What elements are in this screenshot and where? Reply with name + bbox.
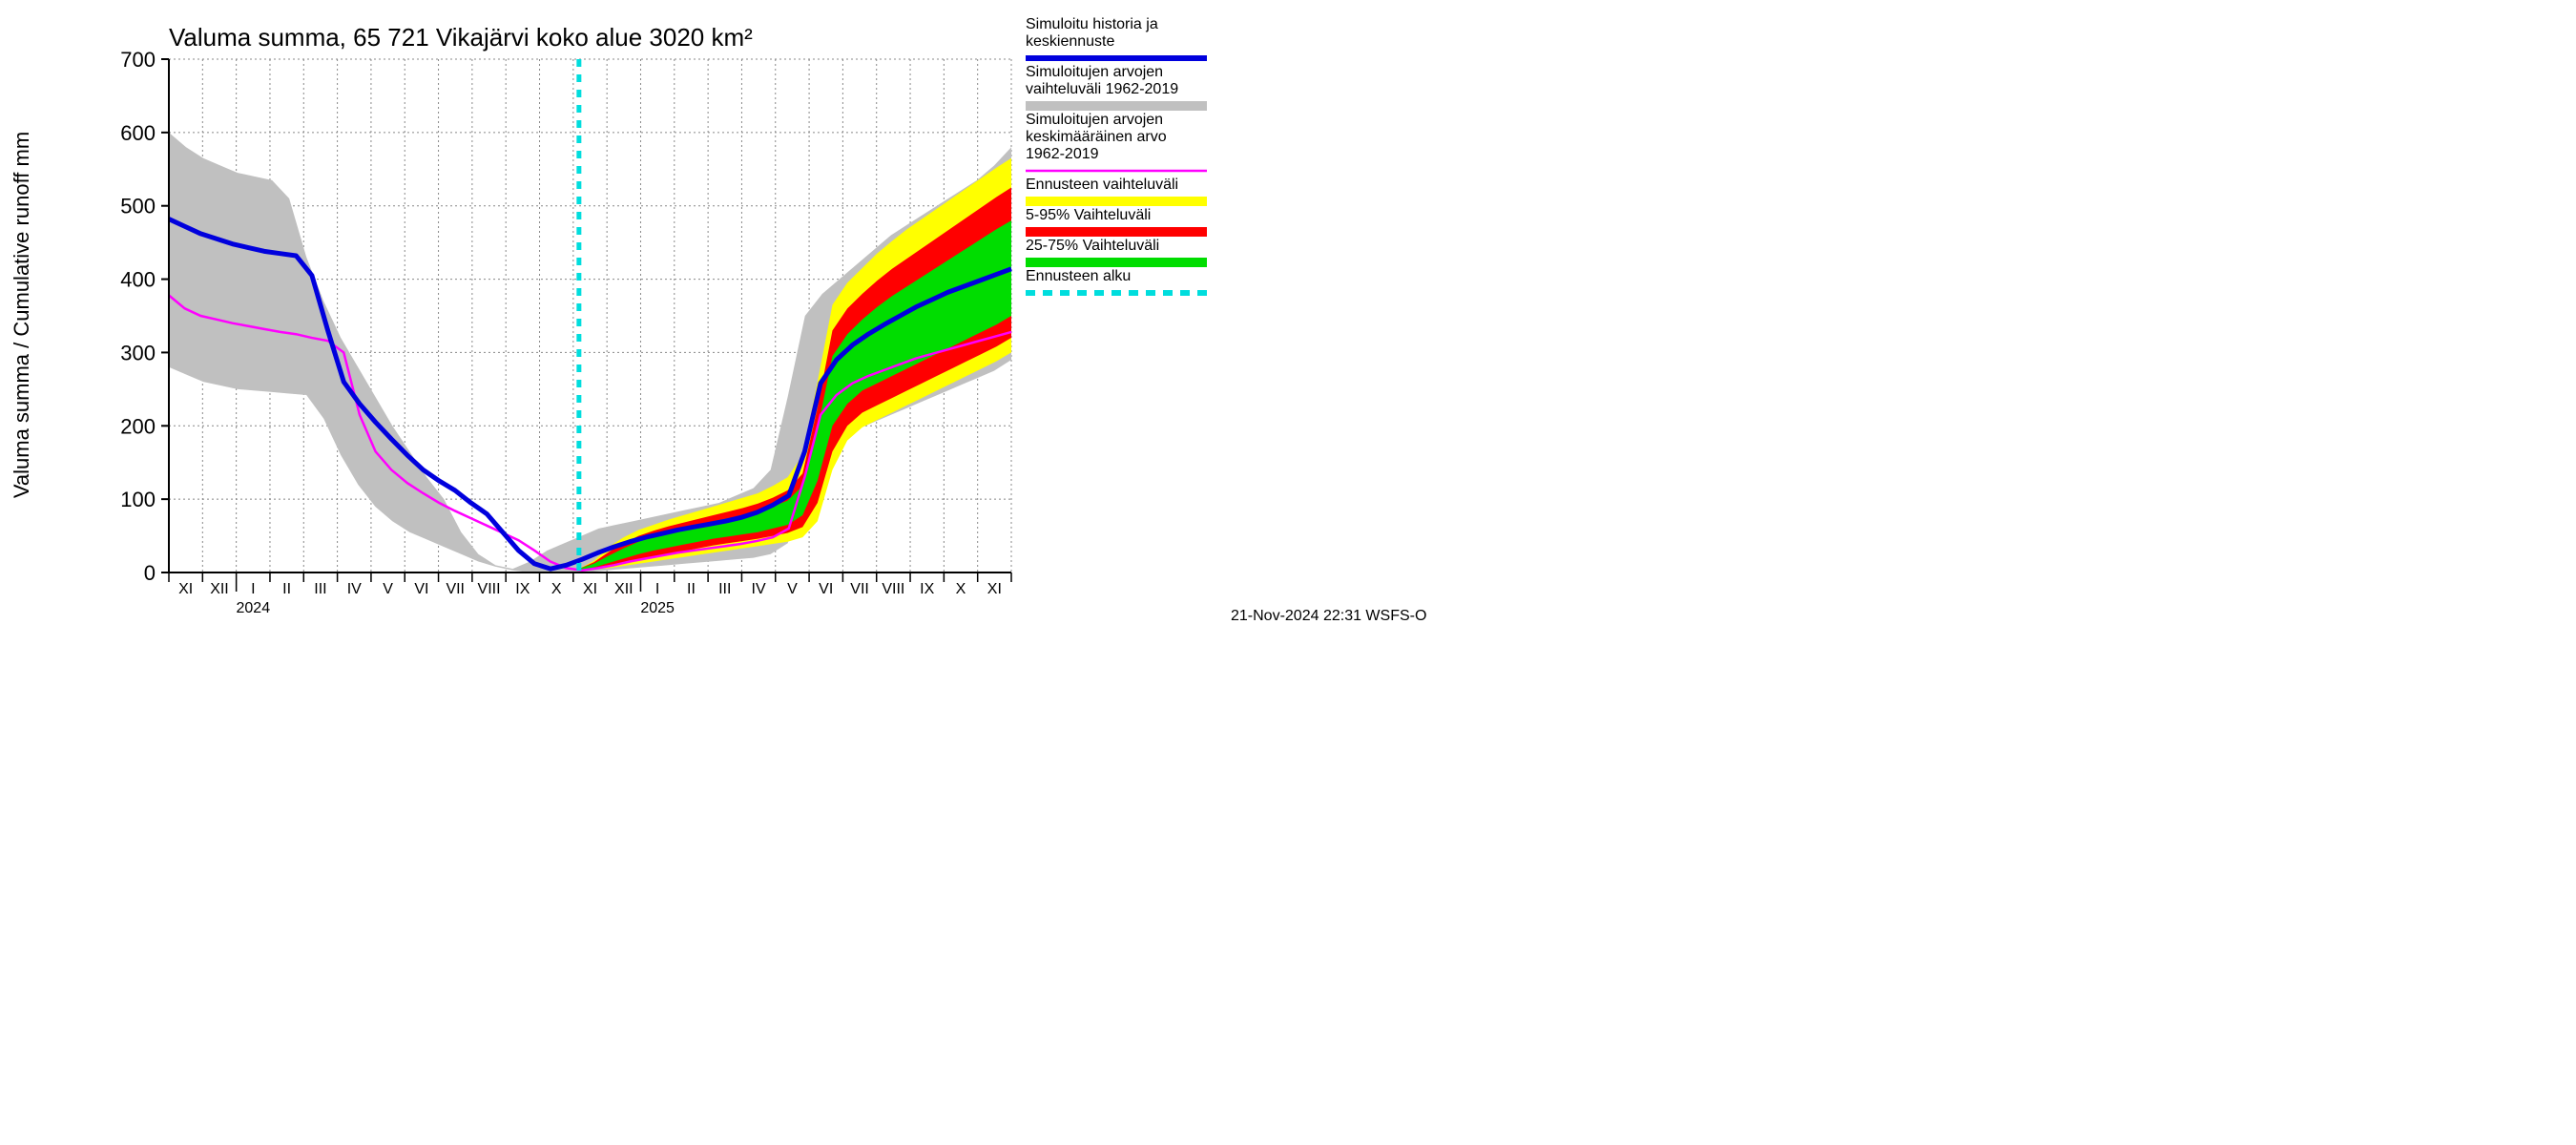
x-month-label: II [687,581,696,597]
x-month-label: XII [210,581,229,597]
x-month-label: X [551,581,562,597]
y-tick-label: 600 [120,121,156,145]
x-month-label: II [282,581,291,597]
x-month-label: IX [920,581,934,597]
x-month-label: V [383,581,393,597]
x-month-label: V [787,581,798,597]
legend-label: Simuloitujen arvojen [1026,112,1163,128]
x-month-label: VII [446,581,465,597]
x-month-label: III [718,581,731,597]
x-month-label: VIII [478,581,501,597]
legend-label: Ennusteen vaihteluväli [1026,177,1178,193]
y-tick-label: 0 [144,561,156,585]
x-month-label: XI [987,581,1002,597]
legend-swatch [1026,101,1207,111]
legend-swatch [1026,258,1207,267]
x-month-label: VIII [882,581,904,597]
y-tick-label: 100 [120,488,156,511]
legend-label: vaihteluväli 1962-2019 [1026,81,1178,97]
x-month-label: I [251,581,255,597]
x-month-label: XI [583,581,597,597]
x-month-label: XI [178,581,193,597]
x-month-label: VI [819,581,833,597]
legend-label: Simuloitu historia ja [1026,16,1158,32]
legend-swatch [1026,197,1207,206]
legend-label: Ennusteen alku [1026,268,1131,284]
x-month-label: I [655,581,659,597]
y-axis-label: Valuma summa / Cumulative runoff mm [10,132,33,498]
chart-title: Valuma summa, 65 721 Vikajärvi koko alue… [169,23,753,52]
legend-label: keskimääräinen arvo [1026,129,1167,145]
timestamp: 21-Nov-2024 22:31 WSFS-O [1231,608,1426,624]
legend-label: 25-75% Vaihteluväli [1026,238,1159,254]
x-year-label: 2025 [640,600,675,616]
legend-label: Simuloitujen arvojen [1026,64,1163,80]
x-month-label: X [956,581,966,597]
legend-swatch [1026,227,1207,237]
x-year-label: 2024 [237,600,271,616]
y-tick-label: 500 [120,195,156,219]
x-month-label: III [314,581,326,597]
x-month-label: IV [347,581,362,597]
x-month-label: IV [752,581,766,597]
legend-label: 1962-2019 [1026,146,1099,162]
y-tick-label: 200 [120,414,156,438]
legend-label: keskiennuste [1026,33,1114,50]
y-tick-label: 400 [120,268,156,292]
legend-label: 5-95% Vaihteluväli [1026,207,1151,223]
x-month-label: VII [850,581,869,597]
y-tick-label: 700 [120,48,156,72]
y-tick-label: 300 [120,341,156,364]
x-month-label: IX [515,581,530,597]
x-month-label: XII [614,581,634,597]
x-month-label: VI [414,581,428,597]
